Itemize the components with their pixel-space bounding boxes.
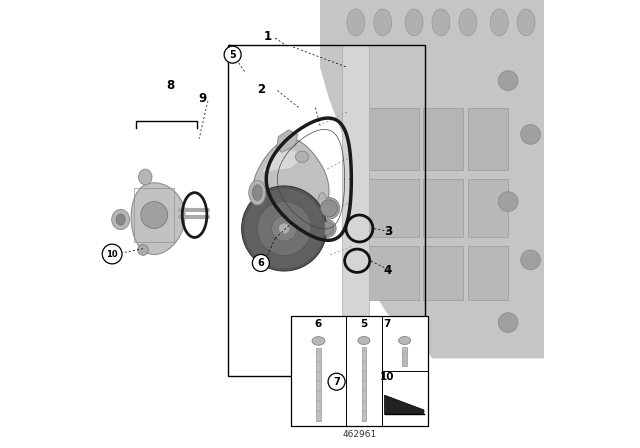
Circle shape (521, 250, 540, 270)
Circle shape (499, 71, 518, 90)
Text: 10: 10 (380, 372, 394, 383)
Polygon shape (320, 0, 544, 358)
Ellipse shape (374, 9, 392, 36)
Text: 7: 7 (383, 319, 391, 329)
Bar (365, 108, 419, 170)
Circle shape (242, 186, 327, 271)
Ellipse shape (347, 9, 365, 36)
Bar (316, 348, 321, 421)
Bar (403, 347, 407, 366)
Ellipse shape (405, 9, 423, 36)
Text: 6: 6 (257, 258, 264, 268)
Ellipse shape (432, 9, 450, 36)
Circle shape (138, 245, 148, 255)
Ellipse shape (317, 220, 336, 237)
Ellipse shape (112, 209, 130, 229)
Circle shape (102, 244, 122, 264)
Polygon shape (263, 150, 305, 172)
Bar (228, 45, 426, 376)
Text: 1: 1 (264, 30, 272, 43)
Bar (291, 316, 428, 426)
Circle shape (521, 125, 540, 144)
Ellipse shape (295, 151, 309, 163)
Ellipse shape (318, 198, 340, 219)
Circle shape (499, 313, 518, 332)
Text: 7: 7 (333, 377, 340, 387)
Ellipse shape (321, 200, 337, 217)
Polygon shape (276, 130, 298, 152)
Polygon shape (131, 183, 185, 254)
Text: 4: 4 (383, 263, 392, 277)
Ellipse shape (459, 9, 477, 36)
Circle shape (499, 192, 518, 211)
Text: 8: 8 (166, 78, 174, 92)
Bar (423, 179, 463, 237)
Bar (468, 179, 508, 237)
Text: 462961: 462961 (342, 430, 376, 439)
Text: 10: 10 (106, 250, 118, 258)
Bar (423, 108, 463, 170)
Circle shape (271, 216, 297, 241)
Ellipse shape (319, 222, 334, 235)
Ellipse shape (139, 169, 152, 185)
Ellipse shape (116, 214, 125, 225)
Text: 5: 5 (360, 319, 367, 329)
Circle shape (244, 188, 324, 269)
Circle shape (141, 202, 168, 228)
Ellipse shape (490, 9, 508, 36)
Circle shape (279, 223, 289, 234)
Bar (423, 246, 463, 300)
Text: 9: 9 (198, 92, 207, 105)
Bar (362, 347, 366, 421)
Circle shape (252, 254, 269, 271)
Circle shape (328, 373, 345, 390)
Text: 5: 5 (229, 50, 236, 60)
Ellipse shape (399, 336, 411, 345)
Ellipse shape (249, 180, 266, 205)
Polygon shape (385, 395, 424, 414)
Bar (365, 246, 419, 300)
Text: 2: 2 (257, 83, 266, 96)
Ellipse shape (517, 9, 535, 36)
Ellipse shape (358, 336, 370, 345)
Text: 3: 3 (385, 224, 392, 238)
Bar (342, 45, 369, 323)
Ellipse shape (317, 193, 328, 228)
Ellipse shape (312, 336, 325, 345)
Text: 6: 6 (315, 319, 322, 329)
Circle shape (224, 46, 241, 63)
Polygon shape (253, 139, 329, 242)
Circle shape (257, 202, 311, 255)
Bar (468, 246, 508, 300)
Bar (365, 179, 419, 237)
Ellipse shape (252, 185, 262, 201)
Bar (468, 108, 508, 170)
Bar (134, 188, 174, 242)
